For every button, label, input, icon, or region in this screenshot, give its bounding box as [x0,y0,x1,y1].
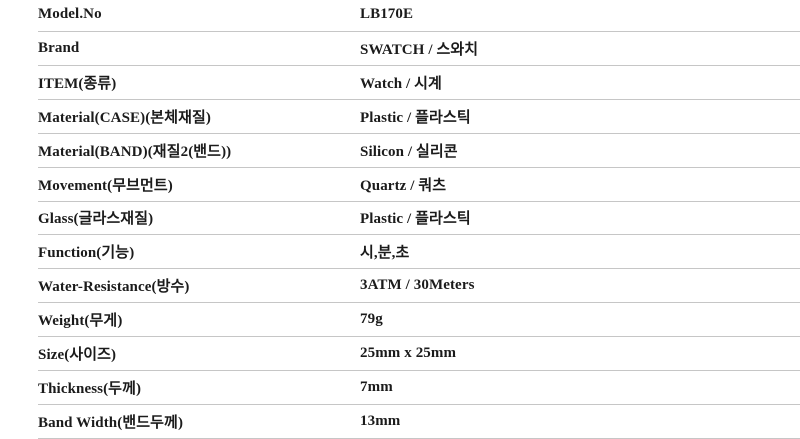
spec-value: Quartz / 쿼츠 [360,177,447,194]
spec-label: Band Width(밴드두께) [38,415,184,432]
spec-value: Plastic / 플라스틱 [360,109,471,126]
spec-row-5: Movement(무브먼트) Quartz / 쿼츠 [38,167,800,202]
product-spec-table: Model.No LB170E Brand SWATCH / 스와치 ITEM(… [38,0,800,439]
spec-label: Model.No [38,5,102,22]
spec-label: Weight(무게) [38,313,123,330]
spec-row-11: Thickness(두께) 7mm [38,371,800,406]
spec-label: Water-Resistance(방수) [38,279,190,296]
spec-row-12: Band Width(밴드두께) 13mm [38,405,800,439]
spec-label: Thickness(두께) [38,381,142,398]
spec-value: 시,분,초 [360,245,410,262]
spec-label: ITEM(종류) [38,75,117,92]
spec-label: Material(BAND)(재질2(밴드)) [38,143,232,160]
spec-value: 79g [360,311,383,328]
spec-value: LB170E [360,5,414,22]
spec-value: 25mm x 25mm [360,345,457,362]
spec-row-0: Model.No LB170E [38,0,800,32]
spec-label: Brand [38,39,80,56]
spec-label: Glass(글라스재질) [38,211,154,228]
spec-row-1: Brand SWATCH / 스와치 [38,31,800,66]
spec-row-9: Weight(무게) 79g [38,303,800,338]
spec-label: Size(사이즈) [38,347,117,364]
spec-value: Silicon / 실리콘 [360,143,458,160]
spec-value: 7mm [360,379,393,396]
spec-label: Movement(무브먼트) [38,177,173,194]
spec-value: SWATCH / 스와치 [360,41,479,58]
spec-value: 13mm [360,413,401,430]
spec-value: Watch / 시계 [360,75,442,92]
spec-value: Plastic / 플라스틱 [360,211,471,228]
spec-row-8: Water-Resistance(방수) 3ATM / 30Meters [38,269,800,304]
spec-row-6: Glass(글라스재질) Plastic / 플라스틱 [38,201,800,236]
spec-value: 3ATM / 30Meters [360,277,475,294]
spec-label: Function(기능) [38,245,135,262]
spec-label: Material(CASE)(본체재질) [38,109,211,126]
spec-row-2: ITEM(종류) Watch / 시계 [38,65,800,100]
spec-row-10: Size(사이즈) 25mm x 25mm [38,337,800,372]
spec-row-7: Function(기능) 시,분,초 [38,235,800,270]
spec-row-4: Material(BAND)(재질2(밴드)) Silicon / 실리콘 [38,133,800,168]
spec-row-3: Material(CASE)(본체재질) Plastic / 플라스틱 [38,99,800,134]
